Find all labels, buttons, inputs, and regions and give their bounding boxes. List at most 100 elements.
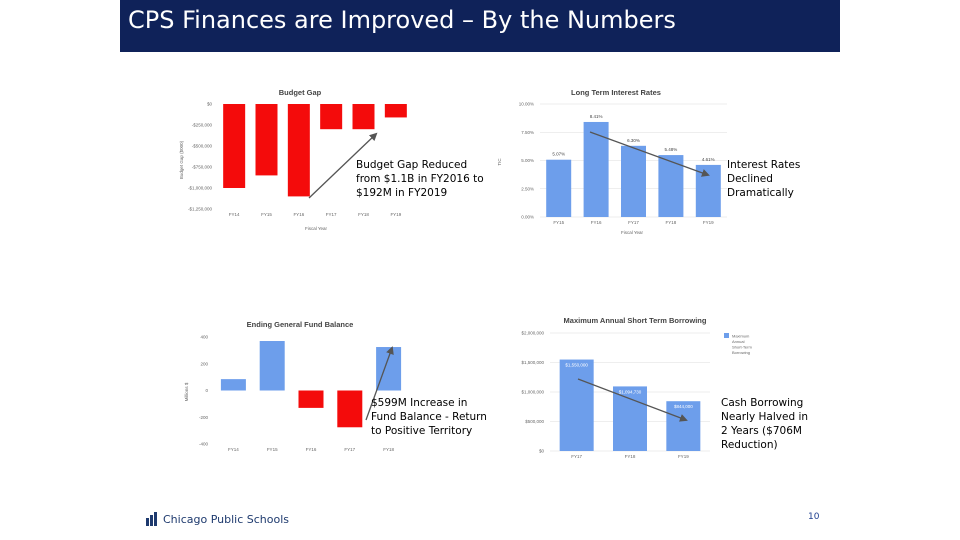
borrowing-legend-text: Maximum xyxy=(732,334,750,339)
budget_gap-x-tick-label: FY17 xyxy=(326,212,337,217)
budget_gap-y-tick-label: -$1,000,000 xyxy=(188,186,213,191)
interest-data-label: 8.41% xyxy=(590,114,603,119)
interest-x-tick-label: FY18 xyxy=(666,220,677,225)
fund_balance-bar-fy15 xyxy=(259,341,285,391)
interest-chart: Long Term Interest Rates 0.00% 2.50% 5.00% 7… xyxy=(497,88,727,235)
interest-x-tick-label: FY16 xyxy=(591,220,602,225)
budget_gap-y-tick-label: -$750,000 xyxy=(192,165,213,170)
budget_gap-bar-fy14 xyxy=(223,104,246,188)
interest-annotation: Interest Rates Declined Dramatically xyxy=(727,159,801,199)
interest-data-label: 4.61% xyxy=(702,157,715,162)
arrow-layer xyxy=(308,131,710,422)
interest-data-label: 5.07% xyxy=(552,152,565,157)
borrowing-x-tick-label: FY19 xyxy=(678,454,689,459)
fund_balance-x-tick-label: FY14 xyxy=(228,447,239,452)
budget_gap-bar-fy18 xyxy=(352,104,375,130)
title-bar: CPS Finances are Improved – By the Numbe… xyxy=(120,0,840,52)
interest-bar-fy17 xyxy=(621,145,646,217)
budget_gap-x-tick-label: FY15 xyxy=(261,212,272,217)
borrowing-y-tick-label: $1,500,000 xyxy=(521,360,544,365)
fund_balance-y-tick-label: -400 xyxy=(199,442,209,447)
fund_balance-chart: Ending General Fund Balance 400 200 0 -200 -4… xyxy=(184,320,402,452)
interest-bar-fy15 xyxy=(546,159,572,217)
budget_gap-bar-fy15 xyxy=(255,104,278,176)
interest-x-axis-label: Fiscal Year xyxy=(621,230,644,235)
interest-y-tick-label: 0.00% xyxy=(521,215,534,220)
interest-arrow xyxy=(589,131,710,177)
budget_gap-y-tick-label: $0 xyxy=(207,102,213,107)
fund_balance-bar-fy14 xyxy=(220,379,246,391)
interest-x-tick-label: FY19 xyxy=(703,220,714,225)
page-number: 10 xyxy=(808,512,820,522)
borrowing-title: Maximum Annual Short Term Borrowing xyxy=(564,316,707,325)
interest-x-tick-label: FY17 xyxy=(628,220,639,225)
interest-y-tick-label: 10.00% xyxy=(519,102,534,107)
budget_gap-x-tick-label: FY18 xyxy=(358,212,369,217)
borrowing-legend-text: Annual xyxy=(732,339,745,344)
borrowing-legend-text: Short-Term xyxy=(732,345,752,350)
borrowing-x-tick-label: FY18 xyxy=(625,454,636,459)
borrowing-legend-swatch xyxy=(724,333,729,338)
borrowing-data-label: $1,094,730 xyxy=(619,389,642,394)
borrowing-x-tick-label: FY17 xyxy=(571,454,582,459)
cps-logo: Chicago Public Schools xyxy=(145,512,289,526)
page-title: CPS Finances are Improved – By the Numbe… xyxy=(128,6,676,34)
interest-y-tick-label: 7.50% xyxy=(521,130,534,135)
fund_balance-x-tick-label: FY16 xyxy=(306,447,317,452)
borrowing-arrow xyxy=(577,378,688,422)
budget_gap-x-tick-label: FY16 xyxy=(293,212,304,217)
borrowing-y-tick-label: $0 xyxy=(539,449,545,454)
fund_balance-y-tick-label: -200 xyxy=(199,415,209,420)
fund_balance-x-tick-label: FY18 xyxy=(383,447,394,452)
interest-y-tick-label: 5.00% xyxy=(521,158,534,163)
interest-data-label: 5.48% xyxy=(665,147,678,152)
logo-text: Chicago Public Schools xyxy=(163,512,290,526)
borrowing-y-tick-label: $2,000,000 xyxy=(521,331,544,336)
fund-balance-arrow xyxy=(365,346,394,421)
interest-y-axis-label: TIC xyxy=(497,158,502,166)
borrowing-chart: Maximum Annual Short Term Borrowing $0 $50… xyxy=(521,316,752,459)
budget_gap-x-tick-label: FY19 xyxy=(390,212,401,217)
borrowing-bar-fy19 xyxy=(666,401,701,451)
fund_balance-x-tick-label: FY17 xyxy=(344,447,355,452)
fund_balance-bar-fy18 xyxy=(376,347,402,391)
budget-gap-annotation: Budget Gap Reduced from $1.1B in FY2016 … xyxy=(356,159,484,199)
fund_balance-y-tick-label: 400 xyxy=(200,335,208,340)
budget_gap-bar-fy16 xyxy=(287,104,310,197)
fund_balance-y-axis-label: Millions $ xyxy=(184,382,189,401)
borrowing-y-tick-label: $1,000,000 xyxy=(521,390,544,395)
borrowing-legend-text: Borrowing xyxy=(732,350,750,355)
interest-bar-fy18 xyxy=(658,155,684,217)
budget_gap-bar-fy17 xyxy=(320,104,343,130)
borrowing-data-label: $1,550,000 xyxy=(565,363,588,368)
fund_balance-bar-fy17 xyxy=(337,390,363,428)
fund-balance-annotation: $599M Increase in Fund Balance - Return … xyxy=(371,397,487,437)
budget_gap-x-axis-label: Fiscal Year xyxy=(305,226,328,231)
budget_gap-title: Budget Gap xyxy=(279,88,322,97)
budget-gap-arrow xyxy=(308,132,378,199)
interest-y-tick-label: 2.50% xyxy=(521,186,534,191)
interest-data-label: 6.30% xyxy=(627,138,640,143)
budget_gap-x-tick-label: FY14 xyxy=(229,212,240,217)
borrowing-annotation: Cash Borrowing Nearly Halved in 2 Years … xyxy=(721,397,809,451)
budget_gap-y-axis-label: Budget Gap ($000) xyxy=(179,140,184,179)
cps-logo-icon xyxy=(146,512,157,526)
borrowing-bar-fy18 xyxy=(613,386,647,451)
fund_balance-title: Ending General Fund Balance xyxy=(247,320,354,329)
budget_gap-bar-fy19 xyxy=(384,104,407,118)
fund_balance-y-tick-label: 0 xyxy=(205,388,208,393)
interest-bar-fy19 xyxy=(695,164,721,217)
budget_gap-chart: Budget Gap $0 -$250,000 -$500,000 -$750,000 -… xyxy=(179,88,407,231)
fund_balance-bar-fy16 xyxy=(298,390,324,408)
interest-title: Long Term Interest Rates xyxy=(571,88,661,97)
borrowing-data-label: $844,000 xyxy=(674,404,693,409)
budget_gap-y-tick-label: -$500,000 xyxy=(192,144,213,149)
borrowing-bar-fy17 xyxy=(559,359,594,451)
interest-bar-fy16 xyxy=(583,121,609,217)
budget_gap-y-tick-label: -$1,250,000 xyxy=(188,207,213,212)
borrowing-y-tick-label: $500,000 xyxy=(525,419,544,424)
fund_balance-x-tick-label: FY15 xyxy=(267,447,278,452)
budget_gap-y-tick-label: -$250,000 xyxy=(192,123,213,128)
